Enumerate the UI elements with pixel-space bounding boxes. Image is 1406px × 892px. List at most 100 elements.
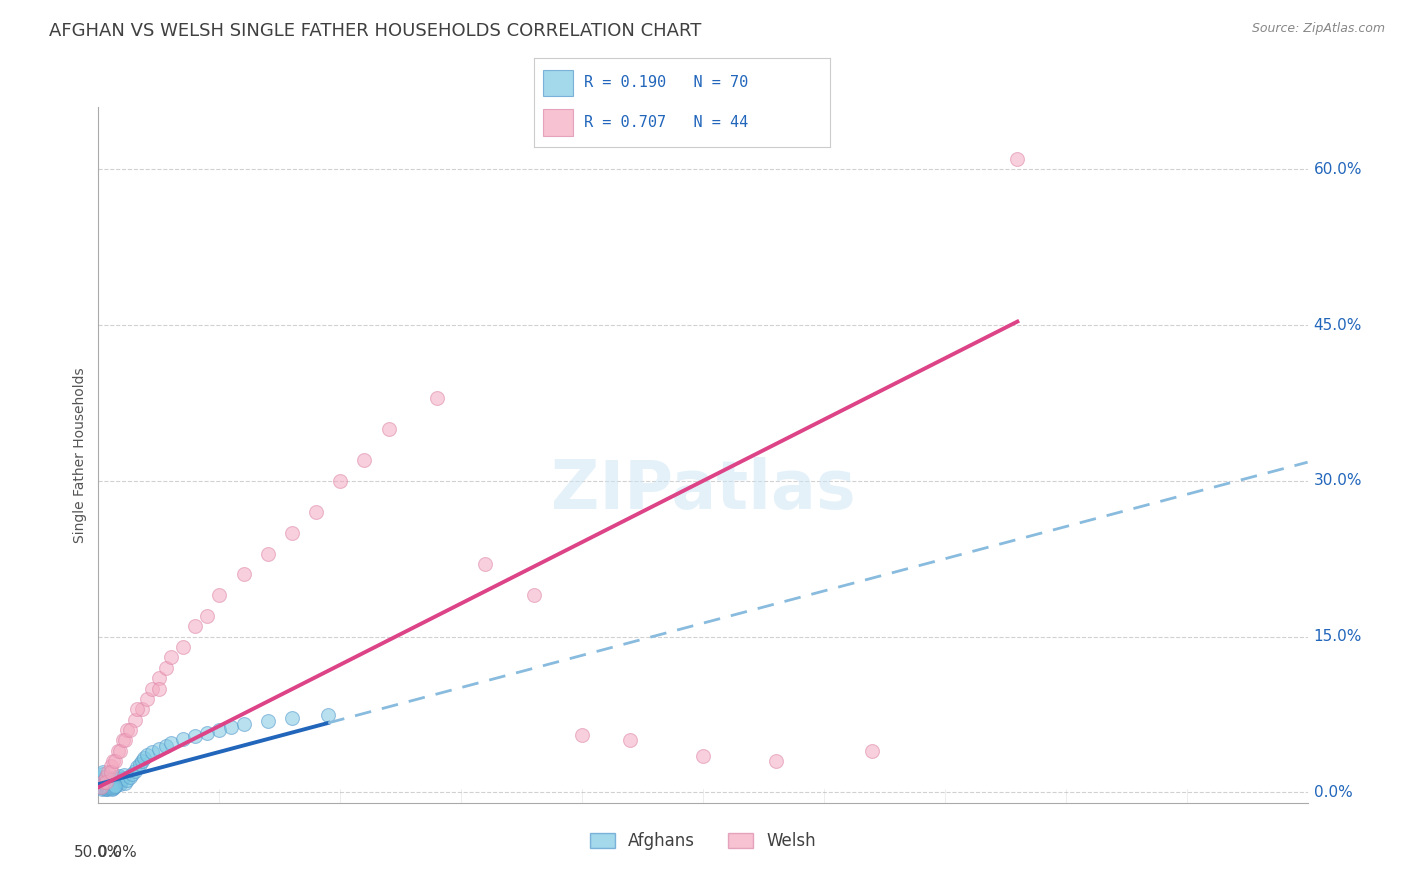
Point [353, 453, 375, 467]
Point [108, 769, 131, 783]
Point [114, 733, 136, 747]
Point [474, 557, 496, 571]
Point [96, 782, 118, 797]
Point [160, 735, 183, 749]
Point [100, 777, 122, 791]
Point [97, 776, 120, 790]
Point [1007, 152, 1029, 166]
Point [91, 764, 114, 779]
Point [104, 778, 127, 792]
FancyBboxPatch shape [543, 70, 572, 96]
Point [281, 525, 304, 540]
Point [117, 723, 139, 738]
Point [160, 650, 183, 665]
Point [98, 775, 121, 789]
Point [172, 732, 194, 747]
Point [108, 777, 131, 791]
Point [101, 754, 124, 768]
Point [127, 702, 149, 716]
Point [426, 391, 449, 405]
Point [93, 780, 115, 795]
Point [100, 772, 122, 786]
Point [118, 723, 141, 738]
Point [135, 692, 157, 706]
Point [141, 745, 163, 759]
Point [89, 780, 111, 795]
Point [108, 744, 131, 758]
Text: Source: ZipAtlas.com: Source: ZipAtlas.com [1251, 22, 1385, 36]
Point [114, 776, 136, 790]
Point [97, 764, 120, 779]
Text: 60.0%: 60.0% [1313, 161, 1362, 177]
Point [117, 772, 139, 787]
Point [91, 782, 114, 797]
Point [118, 770, 141, 784]
Point [124, 764, 146, 778]
Text: R = 0.707   N = 44: R = 0.707 N = 44 [585, 115, 749, 129]
Point [208, 588, 231, 602]
Text: 15.0%: 15.0% [1313, 629, 1362, 644]
Point [765, 754, 787, 768]
Point [121, 766, 143, 780]
Point [94, 779, 117, 793]
Point [103, 780, 125, 795]
Legend: Afghans, Welsh: Afghans, Welsh [583, 826, 823, 857]
Point [232, 717, 254, 731]
Point [141, 681, 163, 696]
Point [105, 775, 128, 789]
Point [131, 702, 153, 716]
Point [377, 422, 399, 436]
Point [93, 777, 115, 791]
Point [94, 772, 117, 787]
Point [127, 760, 149, 774]
Point [256, 714, 278, 728]
Point [195, 726, 218, 740]
Point [110, 774, 132, 789]
Text: 0.0%: 0.0% [98, 845, 138, 860]
Point [91, 775, 114, 789]
Point [305, 505, 328, 519]
FancyBboxPatch shape [543, 109, 572, 136]
Point [107, 772, 129, 786]
Point [100, 782, 122, 797]
Point [96, 782, 118, 797]
Point [281, 711, 304, 725]
Point [97, 781, 120, 796]
Point [104, 770, 127, 784]
Point [155, 661, 177, 675]
Point [256, 547, 278, 561]
Point [208, 723, 231, 738]
Point [104, 754, 127, 768]
Point [134, 751, 156, 765]
Point [571, 728, 593, 742]
Point [112, 768, 135, 782]
Point [100, 764, 122, 779]
Point [111, 733, 134, 747]
Text: ZIPatlas: ZIPatlas [551, 457, 855, 523]
Point [619, 733, 641, 747]
Point [107, 744, 129, 758]
Point [97, 781, 120, 796]
Point [184, 619, 207, 633]
Point [101, 774, 124, 789]
Point [148, 681, 170, 696]
Text: 50.0%: 50.0% [75, 845, 122, 860]
Point [104, 772, 127, 787]
Point [329, 474, 352, 488]
Point [111, 771, 134, 785]
Point [148, 741, 170, 756]
Point [101, 781, 124, 796]
Point [155, 739, 177, 753]
Point [860, 744, 883, 758]
Point [148, 671, 170, 685]
Point [98, 778, 121, 792]
Point [100, 780, 122, 795]
Point [101, 771, 124, 785]
Point [91, 781, 114, 796]
Y-axis label: Single Father Households: Single Father Households [73, 368, 87, 542]
Point [97, 774, 120, 789]
Point [94, 770, 117, 784]
Point [100, 779, 122, 793]
Point [104, 779, 127, 793]
Point [221, 720, 243, 734]
